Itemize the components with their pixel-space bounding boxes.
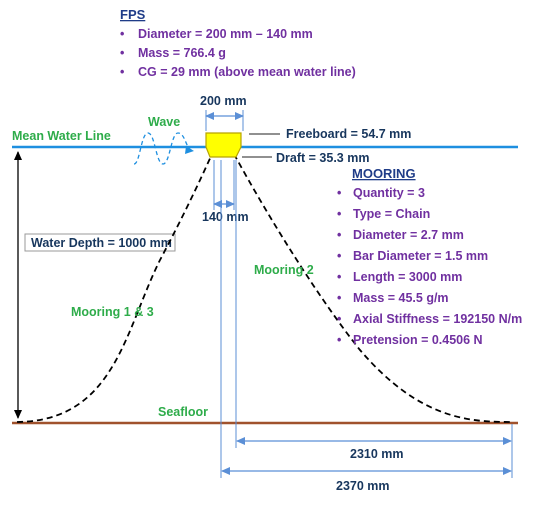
mooring-bullet-icon: • bbox=[337, 249, 341, 263]
water-depth-box bbox=[24, 233, 176, 252]
mooring-bullet-icon: • bbox=[337, 312, 341, 326]
freeboard-label: Freeboard = 54.7 mm bbox=[286, 127, 411, 141]
mooring-bullet-icon: • bbox=[337, 270, 341, 284]
mooring-item: Pretension = 0.4506 N bbox=[353, 333, 483, 347]
mooring-2-label: Mooring 2 bbox=[254, 263, 314, 277]
mooring-item: Axial Stiffness = 192150 N/m bbox=[353, 312, 522, 326]
mooring-1-3-label: Mooring 1 & 3 bbox=[71, 305, 154, 319]
fps-spec: FPS • Diameter = 200 mm – 140 mm • Mass … bbox=[120, 7, 356, 79]
fps-heading: FPS bbox=[120, 7, 146, 22]
mooring-item: Quantity = 3 bbox=[353, 186, 425, 200]
mooring-bullet-icon: • bbox=[337, 186, 341, 200]
span-2310-label: 2310 mm bbox=[350, 447, 404, 461]
mooring-line-2 bbox=[233, 153, 513, 423]
mooring-bullet-icon: • bbox=[337, 291, 341, 305]
mooring-bullet-icon: • bbox=[337, 333, 341, 347]
fps-bullet-icon: • bbox=[120, 65, 124, 79]
fps-bullet-icon: • bbox=[120, 46, 124, 60]
mean-water-line-label: Mean Water Line bbox=[12, 129, 111, 143]
fps-item: CG = 29 mm (above mean water line) bbox=[138, 65, 356, 79]
wave-icon bbox=[133, 132, 194, 165]
mooring-item: Type = Chain bbox=[353, 207, 430, 221]
mooring-item: Bar Diameter = 1.5 mm bbox=[353, 249, 488, 263]
draft-label: Draft = 35.3 mm bbox=[276, 151, 369, 165]
wave-label: Wave bbox=[148, 115, 180, 129]
seafloor-label: Seafloor bbox=[158, 405, 208, 419]
mooring-bullet-icon: • bbox=[337, 228, 341, 242]
mooring-item: Length = 3000 mm bbox=[353, 270, 462, 284]
mooring-spec: MOORING • Quantity = 3 • Type = Chain • … bbox=[337, 166, 522, 347]
fps-bullet-icon: • bbox=[120, 27, 124, 41]
fps-item: Mass = 766.4 g bbox=[138, 46, 226, 60]
mooring-item: Mass = 45.5 g/m bbox=[353, 291, 449, 305]
top-diameter-label: 200 mm bbox=[200, 94, 247, 108]
fps-floater bbox=[205, 132, 242, 158]
mooring-line-1-3 bbox=[16, 153, 213, 423]
mooring-bullet-icon: • bbox=[337, 207, 341, 221]
fps-item: Diameter = 200 mm – 140 mm bbox=[138, 27, 313, 41]
bottom-diameter-label: 140 mm bbox=[202, 210, 249, 224]
mooring-item: Diameter = 2.7 mm bbox=[353, 228, 464, 242]
span-2370-label: 2370 mm bbox=[336, 479, 390, 493]
water-depth-label: Water Depth = 1000 mm bbox=[31, 236, 172, 250]
mooring-heading: MOORING bbox=[352, 166, 416, 181]
